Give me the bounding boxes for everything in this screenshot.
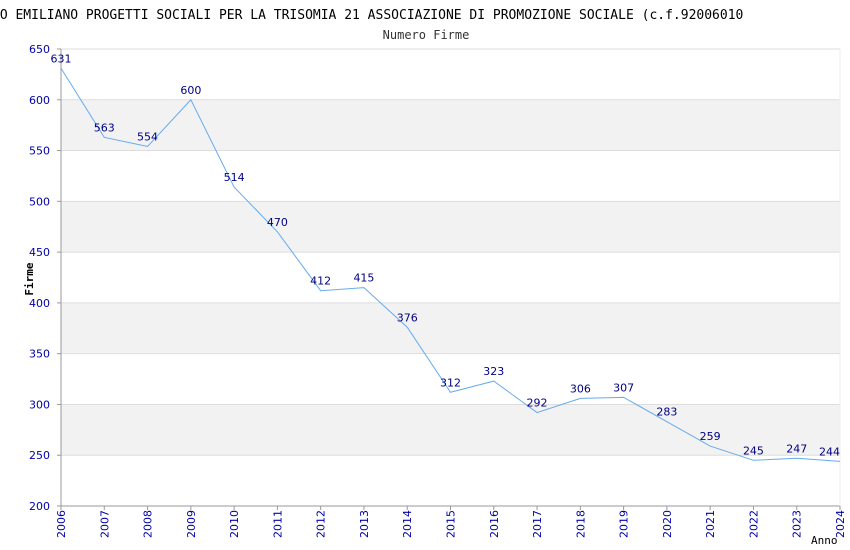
data-label: 312 xyxy=(440,376,461,389)
data-label: 247 xyxy=(786,442,807,455)
x-tick-label: 2007 xyxy=(98,510,111,538)
y-tick-label: 200 xyxy=(29,500,50,513)
x-tick-label: 2014 xyxy=(401,510,414,538)
y-tick-label: 650 xyxy=(29,43,50,56)
series-line-firme xyxy=(60,68,841,462)
x-tick-label: 2022 xyxy=(747,510,760,538)
data-label: 415 xyxy=(353,272,374,285)
data-label: 283 xyxy=(656,406,677,419)
gridlines xyxy=(61,48,840,507)
y-tick-label: 400 xyxy=(29,297,50,310)
x-tick-label: 2008 xyxy=(142,510,155,538)
data-label: 292 xyxy=(527,397,548,410)
data-label: 600 xyxy=(180,84,201,97)
grid-band xyxy=(61,99,840,151)
y-tick-label: 350 xyxy=(29,348,50,361)
x-tick-label: 2013 xyxy=(358,510,371,538)
x-tick-label: 2023 xyxy=(791,510,804,538)
data-label: 307 xyxy=(613,381,634,394)
grid-band xyxy=(61,302,840,354)
y-axis-label: Firme xyxy=(23,262,36,295)
x-tick-label: 2010 xyxy=(228,510,241,538)
x-tick-label: 2017 xyxy=(531,510,544,538)
grid-band xyxy=(61,404,840,456)
data-label: 554 xyxy=(137,130,158,143)
y-tick-label: 250 xyxy=(29,449,50,462)
x-tick-label: 2009 xyxy=(185,510,198,538)
x-tick-label: 2019 xyxy=(618,510,631,538)
x-tick-labels: 2006 2007 2008 2009 2010 2011 2012 2013 2014 2015… xyxy=(55,510,847,538)
data-label: 245 xyxy=(743,444,764,457)
y-tick-label: 550 xyxy=(29,145,50,158)
x-tick-label: 2011 xyxy=(271,510,284,538)
y-tick-labels: 200 250 300 350 400 450 500 550 600 650 xyxy=(29,43,50,513)
x-tick-label: 2016 xyxy=(488,510,501,538)
data-label: 470 xyxy=(267,216,288,229)
y-tick-label: 600 xyxy=(29,94,50,107)
series-line xyxy=(60,68,841,462)
data-label: 244 xyxy=(819,445,840,458)
data-label: 563 xyxy=(94,121,115,134)
data-label: 306 xyxy=(570,382,591,395)
data-label: 514 xyxy=(224,171,245,184)
x-tick-label: 2020 xyxy=(661,510,674,538)
x-tick-label: 2015 xyxy=(445,510,458,538)
x-tick-label: 2024 xyxy=(834,510,847,538)
y-tick-label: 300 xyxy=(29,398,50,411)
x-axis-label: Anno xyxy=(811,534,838,547)
data-label: 259 xyxy=(700,430,721,443)
y-tick-label: 450 xyxy=(29,246,50,259)
data-label: 412 xyxy=(310,275,331,288)
data-labels: 631 563 554 600 514 470 412 415 376 312 323 292 306 3… xyxy=(51,52,841,458)
chart-subtitle: Numero Firme xyxy=(383,28,470,42)
x-tick-label: 2012 xyxy=(315,510,328,538)
x-tick-label: 2018 xyxy=(574,510,587,538)
background-bands xyxy=(61,99,840,456)
data-label: 631 xyxy=(51,52,72,65)
chart-title: ZO EMILIANO PROGETTI SOCIALI PER LA TRIS… xyxy=(0,8,743,23)
x-tick-label: 2021 xyxy=(704,510,717,538)
data-label: 376 xyxy=(397,311,418,324)
x-tick-label: 2006 xyxy=(55,510,68,538)
grid-band xyxy=(61,201,840,253)
axes xyxy=(57,48,841,510)
data-label: 323 xyxy=(483,365,504,378)
y-tick-label: 500 xyxy=(29,195,50,208)
